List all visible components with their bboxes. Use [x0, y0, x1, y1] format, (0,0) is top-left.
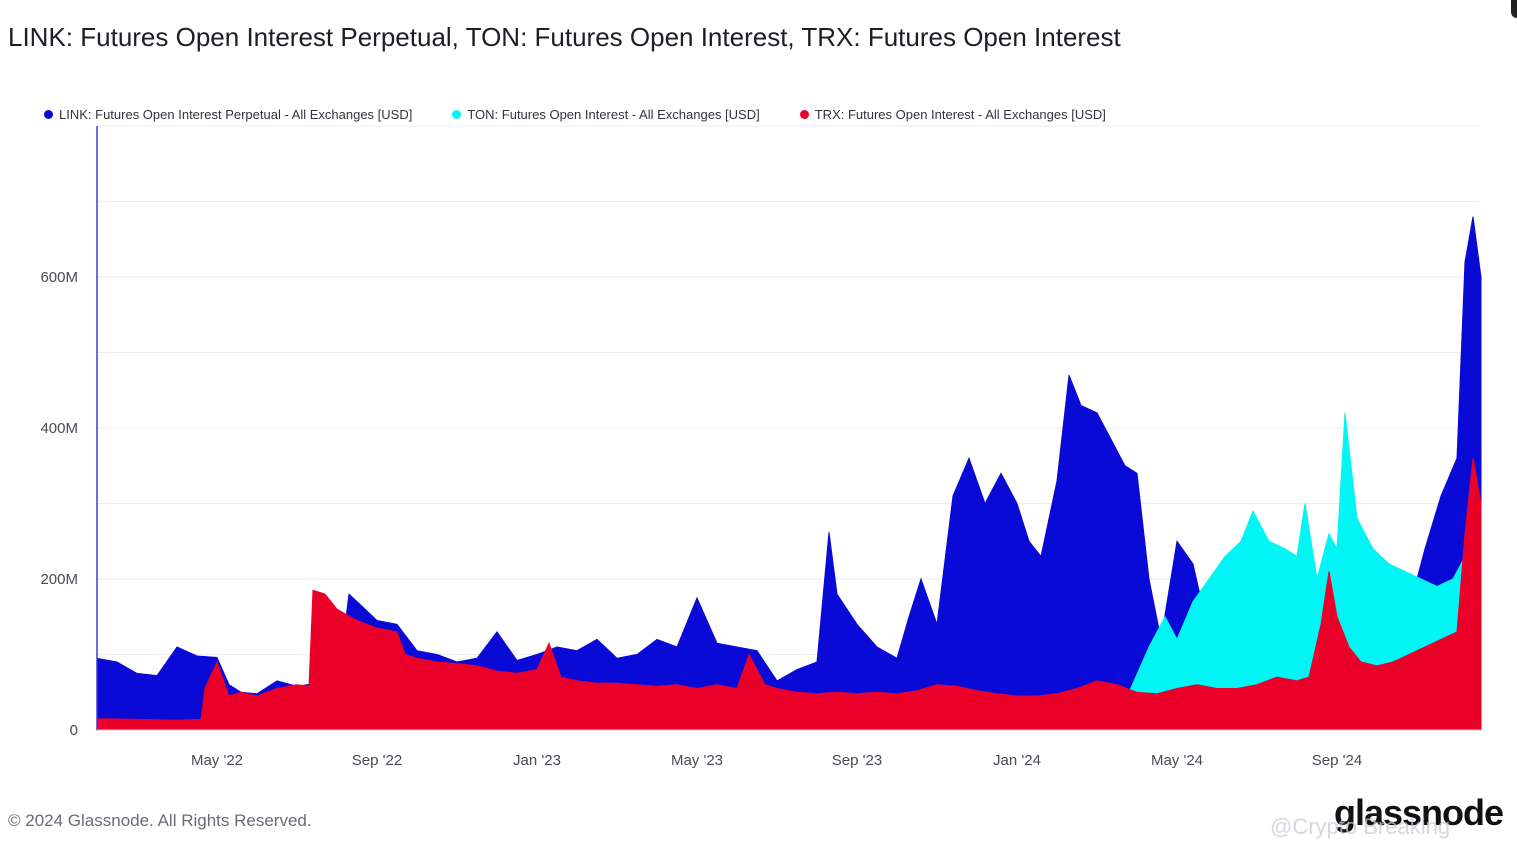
x-tick-label-0: May '22 — [191, 752, 243, 769]
legend-label-ton: TON: Futures Open Interest - All Exchang… — [467, 106, 760, 122]
y-tick-label-0: 0 — [70, 722, 78, 739]
watermark-text: @Crypto Breaking — [1270, 814, 1451, 839]
y-tick-label-3: 600M — [40, 269, 78, 286]
copyright-footer: © 2024 Glassnode. All Rights Reserved. — [8, 811, 312, 830]
chart-legend: LINK: Futures Open Interest Perpetual - … — [44, 104, 1146, 124]
legend-dot-trx-icon — [799, 109, 809, 119]
x-tick-label-4: Sep '23 — [832, 752, 882, 769]
x-tick-label-5: Jan '24 — [993, 752, 1041, 769]
x-tick-label-6: May '24 — [1151, 752, 1203, 769]
y-tick-label-1: 200M — [40, 571, 78, 588]
legend-dot-ton-icon — [452, 109, 462, 119]
series-area-trx — [96, 458, 1482, 731]
legend-label-link: LINK: Futures Open Interest Perpetual - … — [59, 106, 413, 122]
legend-dot-link-icon — [44, 109, 53, 119]
x-tick-label-7: Sep '24 — [1312, 752, 1362, 769]
legend-label-trx: TRX: Futures Open Interest - All Exchang… — [814, 106, 1106, 122]
x-tick-label-1: Sep '22 — [352, 752, 402, 769]
corner-icon — [1511, 0, 1517, 18]
legend-item-ton[interactable]: TON: Futures Open Interest - All Exchang… — [452, 106, 760, 122]
y-tick-label-2: 400M — [40, 420, 78, 437]
x-tick-label-2: Jan '23 — [513, 752, 561, 769]
x-tick-label-3: May '23 — [671, 752, 723, 769]
legend-item-trx[interactable]: TRX: Futures Open Interest - All Exchang… — [799, 106, 1106, 122]
chart-title: LINK: Futures Open Interest Perpetual, T… — [8, 22, 1121, 52]
glassnode-logo: glassnode — [1334, 792, 1504, 833]
legend-item-link[interactable]: LINK: Futures Open Interest Perpetual - … — [44, 107, 412, 122]
